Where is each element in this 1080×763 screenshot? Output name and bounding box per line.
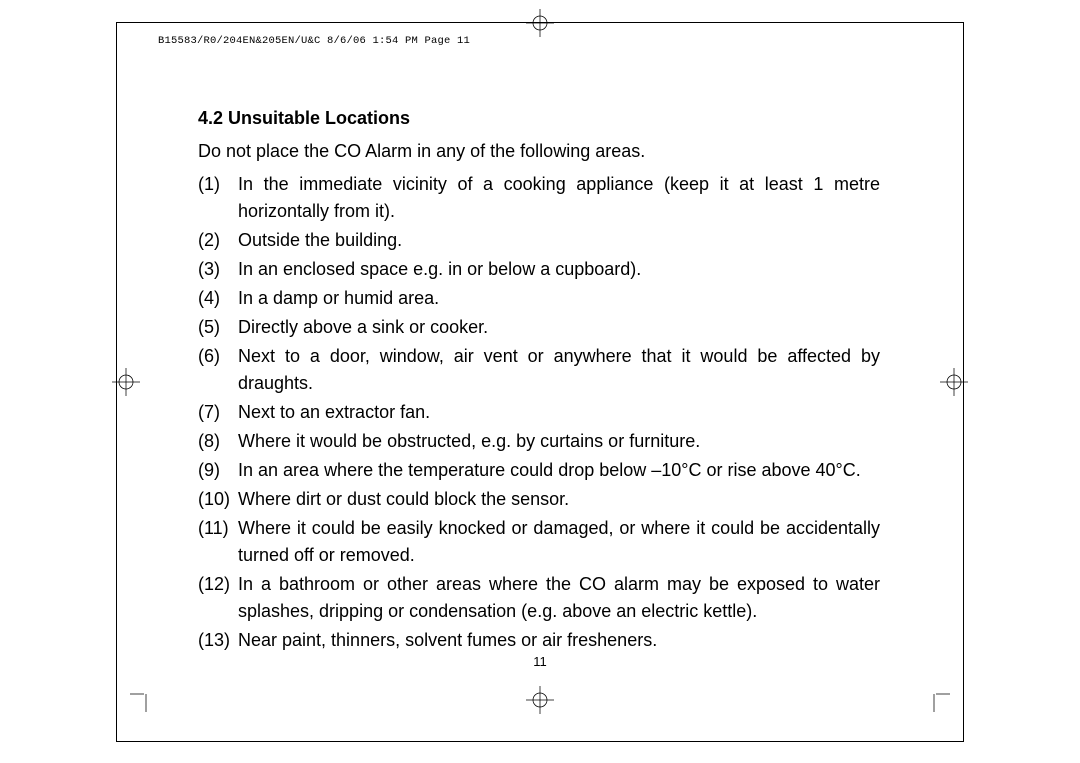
crop-tick-br	[918, 680, 950, 712]
section-heading: 4.2 Unsuitable Locations	[198, 108, 880, 129]
list-item-number: (8)	[198, 428, 238, 455]
list-item: (7)Next to an extractor fan.	[198, 399, 880, 426]
list-item: (2)Outside the building.	[198, 227, 880, 254]
list-item-text: In an enclosed space e.g. in or below a …	[238, 256, 880, 283]
unsuitable-locations-list: (1)In the immediate vicinity of a cookin…	[198, 171, 880, 654]
list-item-number: (3)	[198, 256, 238, 283]
crop-tick-bl	[130, 680, 162, 712]
list-item-number: (5)	[198, 314, 238, 341]
list-item-text: Outside the building.	[238, 227, 880, 254]
crop-mark-bottom	[526, 686, 554, 714]
list-item-number: (6)	[198, 343, 238, 397]
list-item-number: (13)	[198, 627, 238, 654]
list-item-text: In an area where the temperature could d…	[238, 457, 880, 484]
list-item: (9)In an area where the temperature coul…	[198, 457, 880, 484]
list-item: (13)Near paint, thinners, solvent fumes …	[198, 627, 880, 654]
list-item-number: (4)	[198, 285, 238, 312]
page-content: 4.2 Unsuitable Locations Do not place th…	[198, 108, 880, 656]
list-item-text: In the immediate vicinity of a cooking a…	[238, 171, 880, 225]
list-item-number: (7)	[198, 399, 238, 426]
list-item-text: Where dirt or dust could block the senso…	[238, 486, 880, 513]
list-item: (10)Where dirt or dust could block the s…	[198, 486, 880, 513]
list-item-number: (9)	[198, 457, 238, 484]
list-item-text: Directly above a sink or cooker.	[238, 314, 880, 341]
intro-paragraph: Do not place the CO Alarm in any of the …	[198, 139, 880, 163]
list-item: (5)Directly above a sink or cooker.	[198, 314, 880, 341]
list-item: (1)In the immediate vicinity of a cookin…	[198, 171, 880, 225]
list-item-text: Next to an extractor fan.	[238, 399, 880, 426]
list-item-number: (10)	[198, 486, 238, 513]
list-item-number: (2)	[198, 227, 238, 254]
list-item-text: Where it could be easily knocked or dama…	[238, 515, 880, 569]
list-item: (6)Next to a door, window, air vent or a…	[198, 343, 880, 397]
print-header-slug: B15583/R0/204EN&205EN/U&C 8/6/06 1:54 PM…	[158, 35, 470, 47]
list-item: (11)Where it could be easily knocked or …	[198, 515, 880, 569]
list-item-text: In a bathroom or other areas where the C…	[238, 571, 880, 625]
list-item-number: (1)	[198, 171, 238, 225]
list-item-number: (12)	[198, 571, 238, 625]
list-item: (4)In a damp or humid area.	[198, 285, 880, 312]
crop-mark-left	[112, 368, 140, 396]
list-item-text: Near paint, thinners, solvent fumes or a…	[238, 627, 880, 654]
crop-mark-right	[940, 368, 968, 396]
list-item: (12)In a bathroom or other areas where t…	[198, 571, 880, 625]
list-item-text: Where it would be obstructed, e.g. by cu…	[238, 428, 880, 455]
list-item: (8)Where it would be obstructed, e.g. by…	[198, 428, 880, 455]
list-item-text: In a damp or humid area.	[238, 285, 880, 312]
crop-mark-top	[526, 9, 554, 37]
page-number: 11	[0, 654, 1080, 669]
list-item-number: (11)	[198, 515, 238, 569]
list-item: (3)In an enclosed space e.g. in or below…	[198, 256, 880, 283]
list-item-text: Next to a door, window, air vent or anyw…	[238, 343, 880, 397]
